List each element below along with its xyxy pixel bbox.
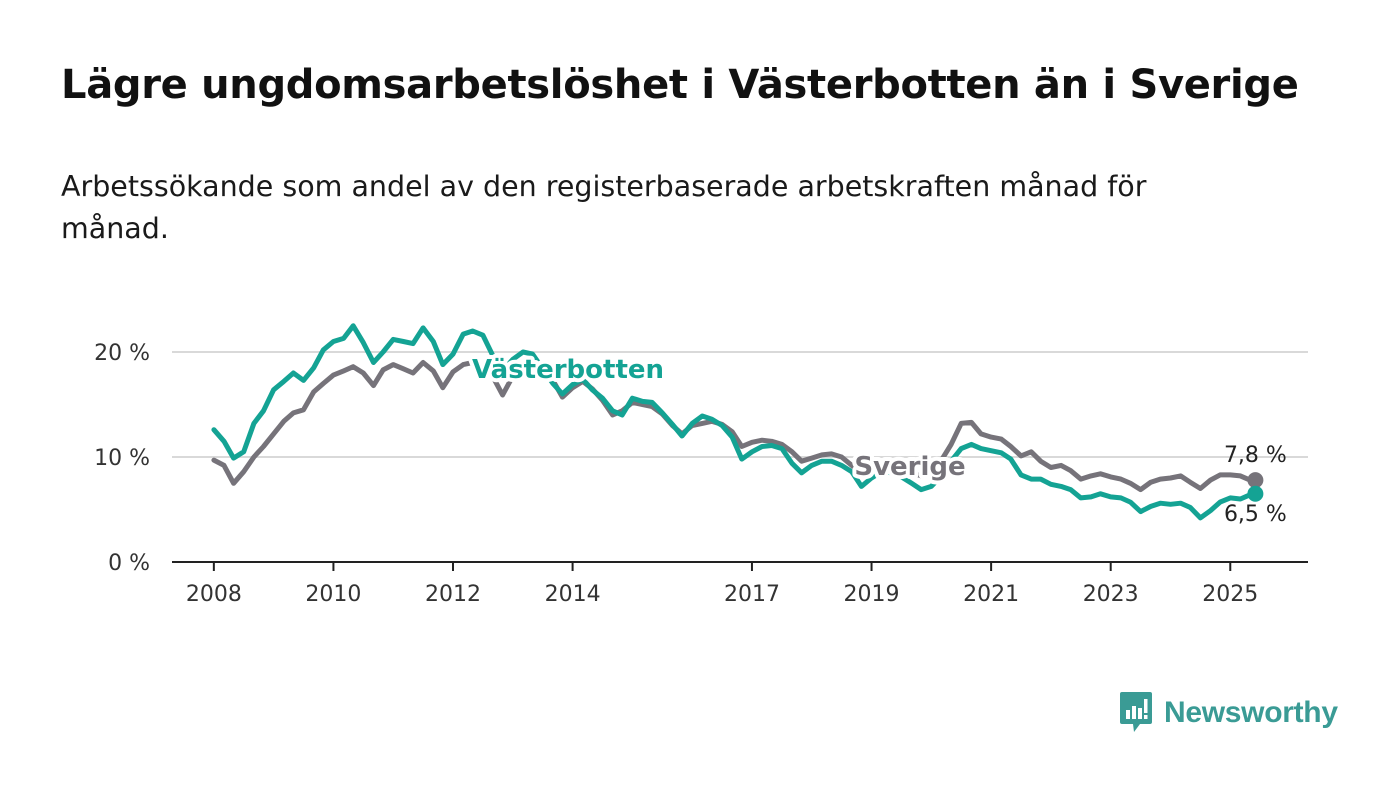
series-lines [211,323,1264,521]
x-tick-label: 2014 [545,582,601,607]
x-tick-label: 2023 [1083,582,1139,607]
series-end-point-0 [1247,472,1264,489]
x-tick-label: 2012 [425,582,481,607]
x-tick-label: 2017 [724,582,780,607]
x-tick-label: 2025 [1202,582,1258,607]
series-line-0 [211,360,1258,493]
series-labels: Västerbotten Sverige 7,8 % 6,5 % [468,351,1287,527]
chart-title: Lägre ungdomsarbetslöshet i Västerbotten… [61,62,1299,108]
chart-subtitle: Arbetssökande som andel av den registerb… [61,170,1147,245]
series-end-point-1 [1247,485,1264,502]
series-name-label: Sverige [854,452,965,482]
newsworthy-logo-icon [1120,692,1152,732]
y-tick-label: 20 % [94,341,150,366]
x-tick-label: 2019 [844,582,900,607]
end-value-label: 7,8 % [1224,443,1287,468]
series-name-label: Västerbotten [472,355,664,385]
x-tick-label: 2021 [963,582,1019,607]
y-axis-tick-labels: 0 % 10 % 20 % [94,341,150,576]
x-tick-label: 2008 [186,582,242,607]
x-tick-label: 2010 [305,582,361,607]
series-line-1 [211,323,1258,521]
end-value-label: 6,5 % [1224,502,1287,527]
y-tick-label: 0 % [108,551,150,576]
y-tick-label: 10 % [94,446,150,471]
x-axis: 2008 2010 2012 2014 2017 2019 2021 2023 2025 [172,561,1308,607]
brand-name: Newsworthy [1164,696,1338,729]
brand-logo: Newsworthy [1118,690,1338,736]
